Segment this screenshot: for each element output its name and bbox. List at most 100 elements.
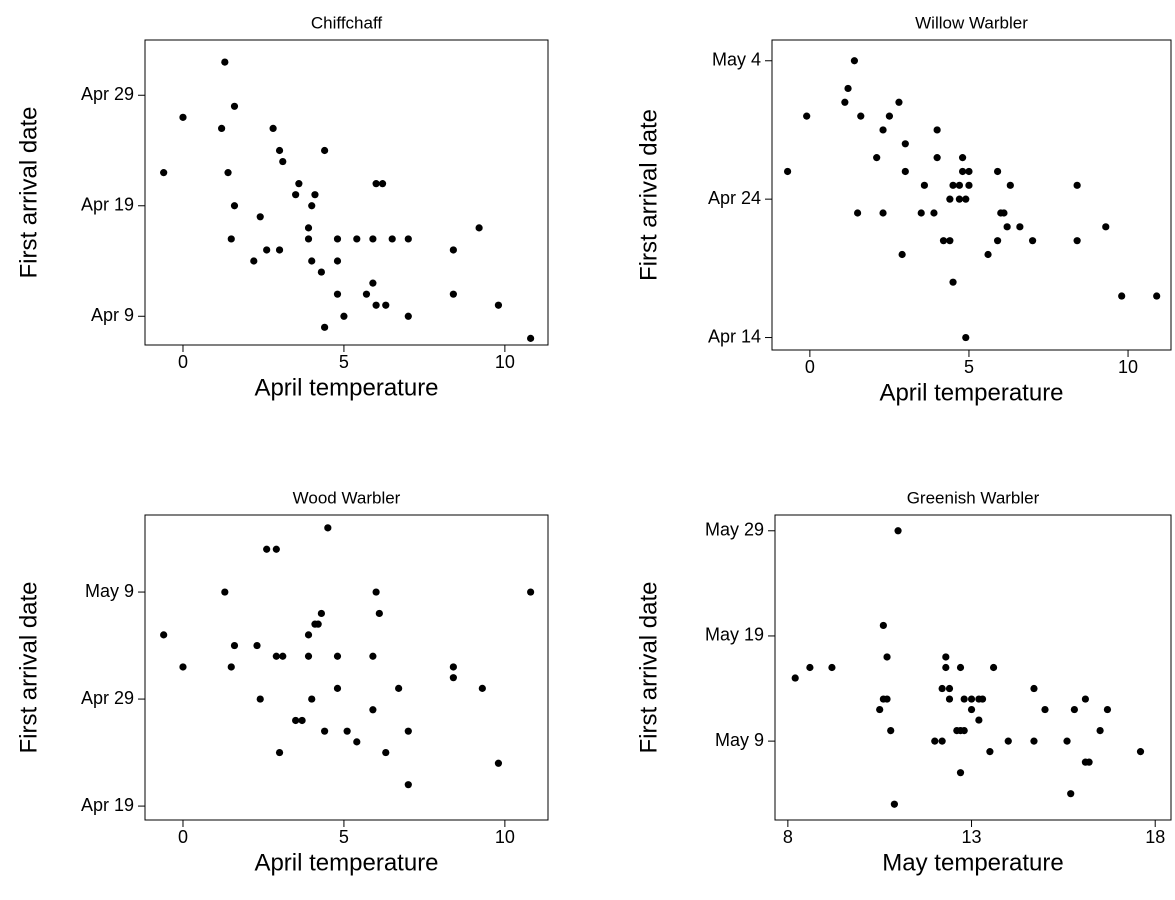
scatter-point xyxy=(962,195,970,203)
scatter-point xyxy=(311,191,319,199)
scatter-point xyxy=(873,154,881,162)
scatter-point xyxy=(933,126,941,134)
scatter-point xyxy=(850,57,859,65)
scatter-point xyxy=(1030,684,1038,693)
scatter-point xyxy=(362,290,371,298)
plot-frame xyxy=(144,514,549,821)
scatter-point xyxy=(321,727,329,735)
scatter-point xyxy=(308,202,316,210)
scatter-point xyxy=(353,235,361,243)
scatter-point xyxy=(292,191,300,199)
scatter-point xyxy=(960,695,968,703)
scatter-point xyxy=(224,169,232,177)
scatter-point xyxy=(395,684,403,692)
scatter-point xyxy=(372,301,380,309)
y-axis-label: First arrival date xyxy=(15,581,42,753)
scatter-point xyxy=(449,674,457,682)
scatter-point xyxy=(295,180,303,188)
scatter-point xyxy=(1136,748,1145,756)
x-tick-label: 18 xyxy=(1145,827,1165,847)
scatter-point xyxy=(887,727,895,735)
scatter-point xyxy=(1153,292,1161,300)
scatter-point xyxy=(324,524,332,532)
x-tick-label: 13 xyxy=(962,827,982,847)
scatter-point xyxy=(1103,705,1112,714)
scatter-point xyxy=(1118,292,1126,300)
scatter-point xyxy=(321,146,329,155)
chart-title: Willow Warbler xyxy=(915,13,1028,32)
chart-title: Wood Warbler xyxy=(293,488,401,507)
scatter-point xyxy=(369,652,377,660)
scatter-point xyxy=(960,727,968,735)
scatter-point xyxy=(956,769,965,777)
y-tick-label: Apr 19 xyxy=(81,795,134,815)
scatter-point xyxy=(382,748,390,757)
scatter-point xyxy=(292,716,300,725)
scatter-point xyxy=(404,312,412,320)
scatter-point xyxy=(876,705,884,714)
scatter-point xyxy=(993,237,1002,245)
scatter-point xyxy=(930,209,938,217)
y-axis-label: First arrival date xyxy=(15,106,42,278)
scatter-point xyxy=(230,102,239,110)
scatter-point xyxy=(1073,181,1081,189)
scatter-point xyxy=(304,652,313,660)
scatter-point xyxy=(382,301,390,309)
scatter-point xyxy=(975,716,983,724)
scatter-point xyxy=(179,113,187,121)
scatter-point xyxy=(279,157,287,166)
scatter-point xyxy=(828,663,836,672)
x-axis-label: April temperature xyxy=(254,374,438,401)
scatter-point xyxy=(221,588,229,596)
scatter-point xyxy=(250,257,258,265)
scatter-point xyxy=(984,250,992,259)
scatter-point xyxy=(946,237,954,245)
scatter-point xyxy=(1003,223,1011,231)
scatter-point xyxy=(931,737,939,745)
scatter-point xyxy=(404,235,412,243)
scatter-point xyxy=(938,684,946,693)
scatter-point xyxy=(230,641,239,650)
scatter-point xyxy=(308,695,316,703)
y-tick-label: Apr 14 xyxy=(708,326,761,346)
y-tick-label: May 29 xyxy=(705,520,764,540)
scatter-point xyxy=(958,167,967,176)
scatter-point xyxy=(879,126,887,134)
scatter-point xyxy=(791,674,799,682)
scatter-point xyxy=(272,652,280,660)
scatter-point xyxy=(895,98,903,106)
scatter-point xyxy=(949,181,957,189)
scatter-point xyxy=(962,333,970,342)
y-tick-label: May 19 xyxy=(705,625,764,645)
y-tick-label: Apr 9 xyxy=(91,305,134,325)
x-tick-label: 5 xyxy=(339,827,349,847)
scatter-point xyxy=(314,620,322,628)
scatter-point xyxy=(890,800,898,808)
scatter-point xyxy=(478,684,486,692)
scatter-point xyxy=(256,213,264,221)
scatter-point xyxy=(449,290,457,298)
scatter-point xyxy=(369,235,377,243)
scatter-point xyxy=(333,257,342,265)
y-tick-label: Apr 29 xyxy=(81,84,134,104)
scatter-point xyxy=(263,545,271,553)
x-tick-label: 0 xyxy=(805,357,815,377)
scatter-point xyxy=(317,268,325,276)
scatter-point xyxy=(857,112,865,120)
y-tick-label: May 9 xyxy=(85,581,134,601)
y-axis-label: First arrival date xyxy=(635,581,662,753)
scatter-point xyxy=(333,684,342,692)
scatter-point xyxy=(885,112,894,120)
scatter-point xyxy=(378,180,387,188)
scatter-point xyxy=(965,167,973,176)
scatter-point xyxy=(321,323,329,331)
scatter-point xyxy=(879,209,887,217)
scatter-point xyxy=(803,112,811,120)
scatter-point xyxy=(275,146,284,155)
scatter-point xyxy=(1067,790,1075,798)
x-axis-label: April temperature xyxy=(879,379,1063,406)
scatter-point xyxy=(494,301,503,309)
scatter-point xyxy=(375,609,383,618)
scatter-point xyxy=(1030,737,1038,745)
